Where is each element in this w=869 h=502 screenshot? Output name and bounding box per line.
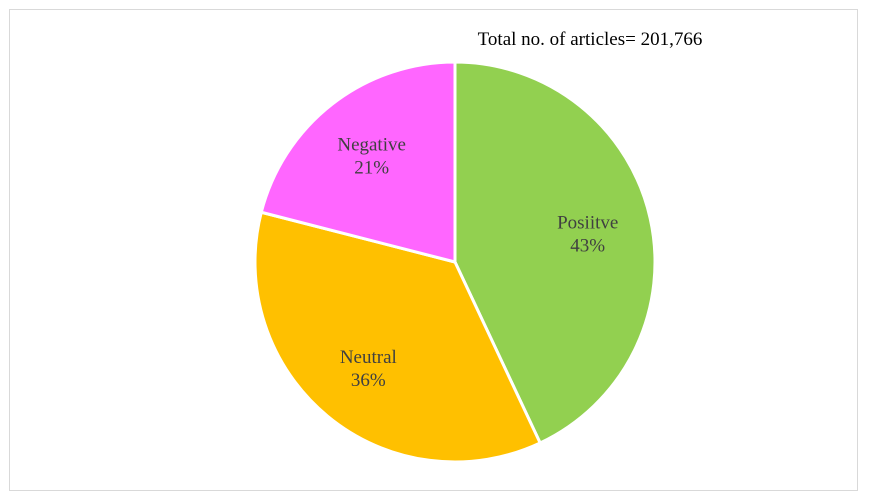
pie-slice-posiitve [453,60,657,445]
slice-label-neutral: Neutral [340,347,397,368]
slice-percent-posiitve: 43% [570,235,605,256]
slice-percent-negative: 21% [354,158,389,179]
pie-slice-negative [259,60,457,264]
chart-title: Total no. of articles= 201,766 [478,29,703,50]
slice-percent-neutral: 36% [351,370,386,391]
pie-slice-neutral [253,210,542,464]
slice-label-posiitve: Posiitve [557,212,618,233]
slice-label-negative: Negative [337,135,406,156]
pie-slices [253,60,657,464]
